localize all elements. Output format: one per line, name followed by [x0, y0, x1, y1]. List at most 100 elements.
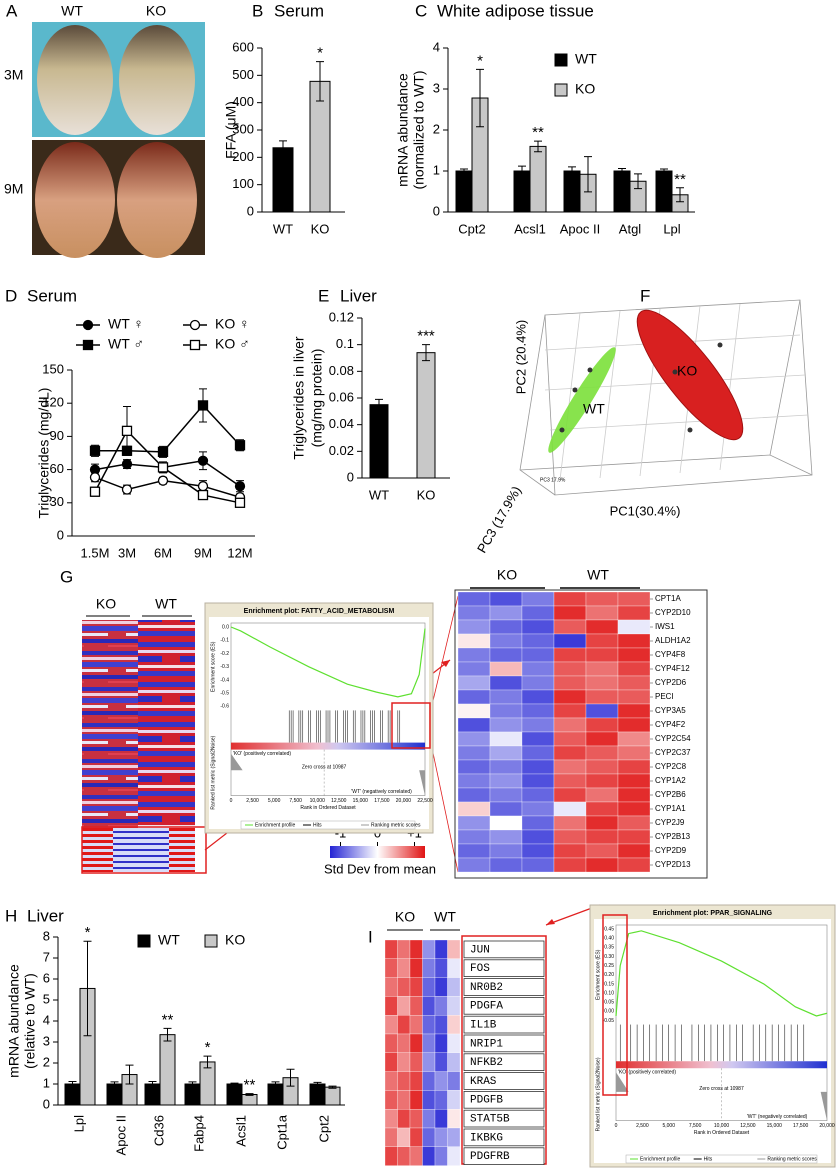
- x-tick-label: Lpl: [71, 1115, 86, 1132]
- pca-points: [559, 342, 723, 433]
- colorbar-label: Std Dev from mean: [324, 861, 436, 876]
- gene-label: CPT1A: [655, 594, 681, 603]
- x-tick-label: 5,000: [268, 798, 281, 804]
- heatmap-cell: [617, 829, 651, 845]
- heatmap-cell: [457, 647, 491, 663]
- overview-heatmap: [138, 620, 195, 828]
- heatmap-cell: [397, 1127, 411, 1147]
- es-tick-label: 0.45: [604, 926, 614, 932]
- heatmap-cell: [422, 977, 436, 997]
- significance-label: *: [85, 924, 91, 941]
- legend-label: KO ♂: [215, 336, 250, 352]
- legend-swatch: [554, 53, 568, 67]
- y-axis-label: mRNA abundance: [6, 964, 22, 1078]
- y-tick-label: 3: [433, 80, 440, 95]
- heatmap-cell: [585, 843, 619, 859]
- enrichment-title: Enrichment plot: FATTY_ACID_METABOLISM: [244, 608, 395, 615]
- heatmap-cell: [409, 1052, 423, 1072]
- heatmap-cell: [422, 1090, 436, 1110]
- heatmap-cell: [521, 647, 555, 663]
- gene-label: CYP4F12: [655, 664, 690, 673]
- pca-axis-label: PC3 (17.9%): [474, 483, 524, 555]
- bar: [324, 1086, 341, 1106]
- heatmap-cell: [585, 857, 619, 873]
- x-tick-label: 5,000: [662, 1123, 675, 1129]
- es-tick-label: 0.05: [604, 1000, 614, 1006]
- metric-axis-label: Ranked list metric (Signal2Noise): [210, 735, 216, 809]
- bar: [416, 352, 436, 479]
- heatmap-cell: [409, 977, 423, 997]
- bar: [226, 1083, 243, 1106]
- heatmap-cell: [585, 605, 619, 621]
- heatmap-cell: [409, 1090, 423, 1110]
- x-tick-label: 12,500: [740, 1123, 756, 1129]
- group-label: WT: [587, 567, 609, 583]
- group-label: KO: [395, 909, 415, 925]
- y-tick-label: 0: [347, 469, 354, 484]
- panel-label: I: [368, 927, 373, 946]
- gene-label: CYP2J9: [655, 818, 685, 827]
- heatmap-cell: [521, 787, 555, 803]
- legend-marker: [82, 319, 94, 331]
- x-tick-label: Cpt2: [316, 1115, 331, 1142]
- heatmap-cell: [521, 703, 555, 719]
- heatmap-cell: [489, 857, 523, 873]
- heatmap-cell: [434, 1033, 448, 1053]
- pca-origin-label: PC3 17.9%: [540, 477, 566, 483]
- heatmap-cell: [422, 1146, 436, 1166]
- pca-grid: [559, 303, 741, 481]
- heatmap-cell: [585, 745, 619, 761]
- legend-label: WT: [158, 932, 180, 948]
- data-point: [121, 484, 133, 495]
- error-bar: [83, 940, 92, 1037]
- y-tick-label: 4: [43, 1012, 50, 1027]
- bar: [369, 404, 389, 479]
- data-point: [89, 486, 101, 497]
- x-tick-label: Cd36: [151, 1115, 166, 1146]
- heatmap-cell: [447, 939, 461, 959]
- y-tick-label: 0.08: [329, 363, 354, 378]
- x-tick-label: 2,500: [636, 1123, 649, 1129]
- heatmap-cell: [457, 717, 491, 733]
- x-tick-label: 7,500: [289, 798, 302, 804]
- heatmap-cell: [489, 703, 523, 719]
- bar: [144, 1083, 161, 1106]
- y-axis-label: (relative to WT): [22, 973, 38, 1069]
- legend-label: KO: [225, 932, 245, 948]
- y-tick-label: 0.04: [329, 416, 354, 431]
- heatmap-cell: [585, 759, 619, 775]
- y-tick-label: 2: [433, 121, 440, 136]
- heatmap-cell: [521, 717, 555, 733]
- photo-mouse: [37, 25, 113, 135]
- heatmap-cell: [457, 591, 491, 607]
- bar: [655, 170, 673, 213]
- es-tick-label: -0.1: [220, 638, 229, 644]
- x-tick-label: 1.5M: [81, 545, 110, 560]
- heatmap-cell: [397, 939, 411, 959]
- heatmap-cell: [489, 591, 523, 607]
- group-label: WT: [155, 596, 177, 612]
- gene-label: CYP2D13: [655, 860, 691, 869]
- panel-label: C: [415, 1, 427, 20]
- bar: [159, 1034, 176, 1106]
- pca-point: [572, 387, 578, 393]
- y-tick-label: 600: [232, 39, 254, 54]
- highlight-box: [391, 702, 431, 749]
- heatmap-cell: [457, 619, 491, 635]
- heatmap-cell: [409, 1015, 423, 1035]
- legend-swatch: [137, 934, 151, 948]
- gene-label: JUN: [470, 944, 490, 956]
- heatmap-cell: [457, 759, 491, 775]
- gene-label: CYP4F2: [655, 720, 686, 729]
- photo-panel: [32, 22, 205, 258]
- bar: [529, 145, 547, 213]
- gene-label: PDGFB: [470, 1095, 503, 1107]
- neg-label: 'WT' (negatively correlated): [747, 1114, 808, 1120]
- heatmap-cell: [409, 1071, 423, 1091]
- bar: [613, 170, 631, 213]
- x-tick-label: Lpl: [663, 221, 680, 236]
- data-point: [234, 481, 246, 492]
- heatmap-cell: [384, 996, 398, 1016]
- x-tick-label: 17,500: [374, 798, 390, 804]
- heatmap-cell: [422, 1052, 436, 1072]
